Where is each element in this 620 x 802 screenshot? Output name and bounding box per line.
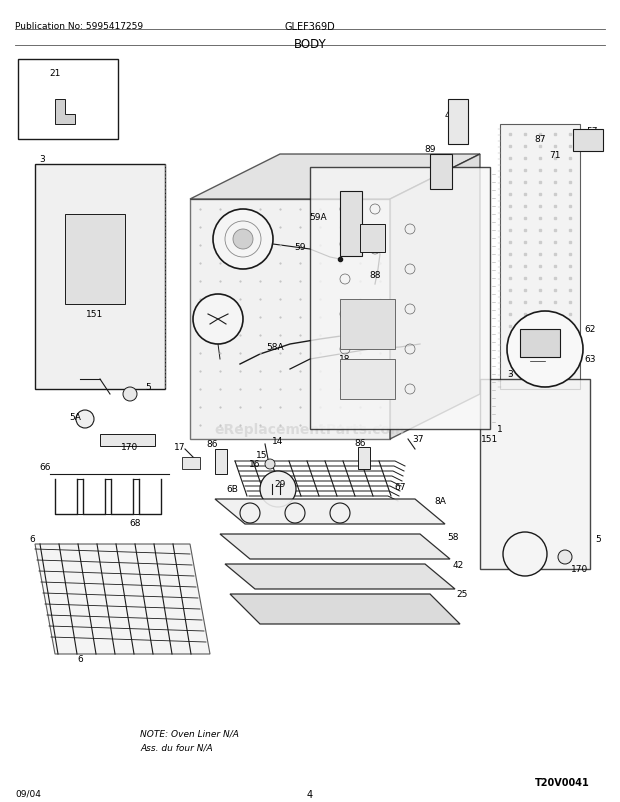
Bar bbox=[18, 60, 118, 140]
Bar bbox=[448, 100, 468, 145]
Text: 151: 151 bbox=[86, 310, 104, 319]
Text: 58: 58 bbox=[447, 532, 459, 541]
Text: 5A: 5A bbox=[519, 548, 531, 557]
Text: 86: 86 bbox=[206, 440, 218, 449]
Text: T20V0041: T20V0041 bbox=[535, 777, 590, 787]
Text: 6: 6 bbox=[77, 654, 83, 664]
Polygon shape bbox=[230, 594, 460, 624]
Text: 68: 68 bbox=[129, 518, 141, 527]
Polygon shape bbox=[35, 164, 165, 390]
Polygon shape bbox=[55, 100, 75, 125]
Text: 14: 14 bbox=[272, 437, 284, 446]
Text: 16: 16 bbox=[249, 460, 261, 469]
Bar bbox=[520, 330, 560, 358]
Bar bbox=[340, 300, 395, 350]
Text: 5: 5 bbox=[145, 383, 151, 392]
Text: 67: 67 bbox=[394, 483, 405, 492]
Text: 45: 45 bbox=[445, 111, 456, 119]
Text: 3: 3 bbox=[39, 156, 45, 164]
Bar bbox=[573, 130, 603, 152]
Polygon shape bbox=[310, 168, 490, 429]
Text: 12: 12 bbox=[212, 305, 224, 314]
Text: 8A: 8A bbox=[434, 497, 446, 506]
Text: 86: 86 bbox=[354, 439, 366, 448]
Text: 42: 42 bbox=[453, 561, 464, 569]
Text: 57: 57 bbox=[587, 128, 598, 136]
Text: 29: 29 bbox=[274, 480, 286, 489]
Text: 1: 1 bbox=[497, 425, 503, 434]
Text: 09/04: 09/04 bbox=[15, 789, 41, 798]
Circle shape bbox=[76, 411, 94, 428]
Text: 87: 87 bbox=[534, 136, 546, 144]
Bar bbox=[65, 215, 125, 305]
Polygon shape bbox=[190, 200, 390, 439]
Text: 6B: 6B bbox=[226, 485, 238, 494]
Polygon shape bbox=[500, 125, 580, 390]
Text: 25: 25 bbox=[456, 589, 467, 599]
Polygon shape bbox=[35, 545, 210, 654]
Text: 151: 151 bbox=[481, 435, 498, 444]
Text: 66: 66 bbox=[39, 463, 51, 472]
Polygon shape bbox=[390, 155, 480, 439]
Text: 15: 15 bbox=[256, 451, 268, 460]
Polygon shape bbox=[480, 379, 590, 569]
Text: 62: 62 bbox=[584, 325, 596, 334]
Text: Publication No: 5995417259: Publication No: 5995417259 bbox=[15, 22, 143, 31]
Bar bbox=[360, 225, 385, 253]
Bar bbox=[430, 155, 452, 190]
Circle shape bbox=[260, 472, 296, 508]
Circle shape bbox=[503, 533, 547, 577]
Text: 21: 21 bbox=[50, 68, 61, 78]
Text: 37: 37 bbox=[412, 435, 423, 444]
Text: GLEF369D: GLEF369D bbox=[285, 22, 335, 32]
Text: 5: 5 bbox=[595, 535, 601, 544]
Circle shape bbox=[193, 294, 243, 345]
Text: 3: 3 bbox=[507, 370, 513, 379]
Text: 17: 17 bbox=[174, 443, 186, 452]
Polygon shape bbox=[225, 565, 455, 589]
Circle shape bbox=[558, 550, 572, 565]
Text: 59A: 59A bbox=[309, 213, 327, 222]
Bar bbox=[100, 435, 155, 447]
Polygon shape bbox=[190, 155, 480, 200]
Text: 170: 170 bbox=[122, 443, 139, 452]
Text: 58B: 58B bbox=[346, 221, 364, 229]
Text: 4: 4 bbox=[307, 789, 313, 799]
Circle shape bbox=[507, 312, 583, 387]
Bar bbox=[215, 449, 227, 475]
Bar bbox=[358, 448, 370, 469]
Polygon shape bbox=[215, 500, 445, 525]
Text: 71: 71 bbox=[549, 150, 560, 160]
Text: 59B: 59B bbox=[234, 227, 252, 237]
Text: 59: 59 bbox=[294, 243, 306, 252]
Circle shape bbox=[233, 229, 253, 249]
Text: 18: 18 bbox=[339, 355, 351, 364]
Bar bbox=[340, 192, 362, 257]
Circle shape bbox=[265, 460, 275, 469]
Circle shape bbox=[213, 210, 273, 269]
Text: 6: 6 bbox=[29, 535, 35, 544]
Bar bbox=[182, 457, 200, 469]
Text: 63: 63 bbox=[584, 355, 596, 364]
Text: Ass. du four N/A: Ass. du four N/A bbox=[140, 743, 213, 752]
Text: 170: 170 bbox=[572, 565, 588, 573]
Text: 88: 88 bbox=[370, 270, 381, 279]
Text: 58A: 58A bbox=[266, 343, 284, 352]
Text: 89: 89 bbox=[424, 145, 436, 154]
Text: NOTE: Oven Liner N/A: NOTE: Oven Liner N/A bbox=[140, 729, 239, 738]
Circle shape bbox=[123, 387, 137, 402]
Bar bbox=[340, 359, 395, 399]
Polygon shape bbox=[220, 534, 450, 559]
Text: eReplacementParts.com: eReplacementParts.com bbox=[215, 423, 405, 436]
Text: 5A: 5A bbox=[69, 413, 81, 422]
Text: BODY: BODY bbox=[294, 38, 326, 51]
